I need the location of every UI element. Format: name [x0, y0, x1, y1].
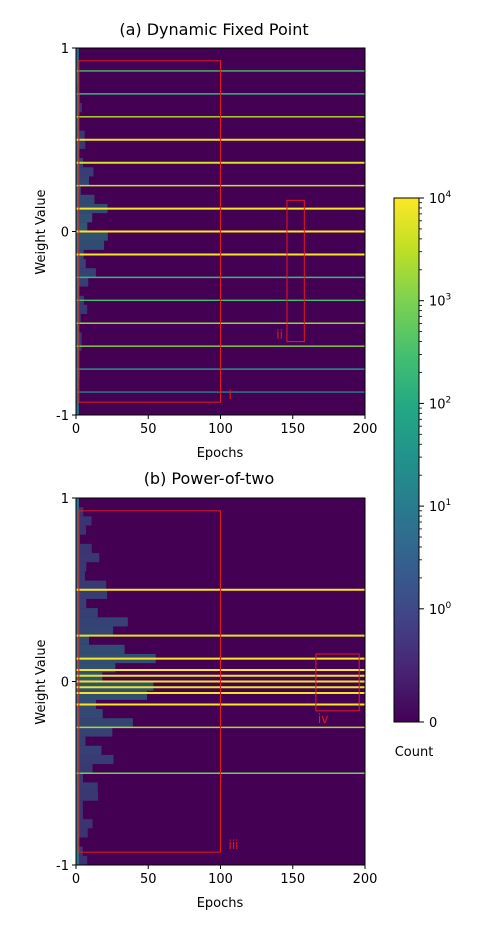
spread-cell [76, 553, 100, 563]
spread-cell [76, 130, 85, 140]
spread-cell [76, 304, 88, 315]
annotation-box [78, 60, 221, 403]
spread-cell [76, 800, 83, 810]
colorbar-tick-label: 0 [429, 716, 437, 731]
spread-cell [76, 194, 95, 204]
annotation-label: i [229, 388, 232, 402]
spread-cell [76, 525, 87, 535]
colorbar-tick-label: 102 [429, 395, 451, 412]
spread-cell [76, 222, 88, 232]
x-tick-label: 200 [353, 422, 378, 437]
spread-cell [76, 268, 96, 278]
spread-cell [76, 690, 147, 700]
annotation-boxes: iii [78, 60, 305, 403]
panel-title: (a) Dynamic Fixed Point [119, 20, 308, 39]
spread-cell [76, 782, 98, 792]
annotation-label: iii [229, 838, 239, 852]
x-tick-label: 150 [280, 422, 305, 437]
spread-cell [76, 626, 114, 636]
spread-cell [76, 773, 84, 783]
colorbar-ticks: 104 103 102 101 100 0 [419, 190, 452, 731]
y-tick-label: -1 [56, 409, 69, 424]
y-tick-label: -1 [56, 859, 69, 874]
annotation-label: iv [318, 712, 328, 726]
y-tick-label: 0 [61, 226, 69, 241]
spread-cell [76, 139, 86, 149]
colorbar-bar [393, 197, 420, 723]
spread-cell [76, 718, 133, 728]
colorbar: 104 103 102 101 100 0 Count [393, 190, 452, 760]
spread-cell [76, 167, 94, 177]
spread-cell [76, 681, 154, 691]
y-axis-label: Weight Value [34, 189, 49, 274]
panel-dynamic-fixed-point: (a) Dynamic Fixed Point iii 0 50 100 150 200… [34, 20, 377, 461]
x-tick-label: 200 [353, 872, 378, 887]
x-axis-label: Epochs [197, 896, 244, 911]
x-tick-label: 100 [208, 422, 233, 437]
spread-cell [76, 608, 98, 618]
y-axis-label: Weight Value [34, 639, 49, 724]
x-axis-label: Epochs [197, 446, 244, 461]
spread-cell [76, 507, 84, 517]
spread-cell [76, 828, 88, 838]
x-tick-label: 50 [140, 872, 157, 887]
spread-cell [76, 562, 87, 572]
spread-cell [76, 709, 103, 719]
spread-cell [76, 213, 93, 223]
x-tick-label: 100 [208, 872, 233, 887]
axis-ticks: 0 50 100 150 200-101 [56, 492, 377, 887]
colorbar-tick-label: 101 [429, 498, 451, 515]
spread-cell [76, 231, 108, 241]
spread-cell [76, 736, 86, 746]
colorbar-label: Count [395, 745, 434, 760]
spread-cell [76, 745, 102, 755]
spread-cell [76, 791, 99, 801]
spread-cell [76, 846, 83, 856]
spread-cell [76, 764, 93, 774]
y-tick-label: 1 [61, 492, 69, 507]
y-tick-label: 1 [61, 42, 69, 57]
annotation-box [286, 199, 305, 343]
spread-cell [76, 240, 105, 250]
spread-cell [76, 176, 90, 186]
spread-cell [76, 819, 93, 829]
colorbar-tick-label: 103 [429, 293, 451, 310]
annotation-boxes: iii iv [78, 510, 360, 853]
spread-cell [76, 672, 103, 682]
spread-cell [76, 516, 92, 526]
panel-title: (b) Power-of-two [144, 469, 275, 488]
spread-cell [76, 809, 83, 820]
x-tick-label: 0 [72, 872, 80, 887]
spread-cell [76, 598, 87, 609]
spread-cell [76, 855, 88, 865]
spread-cell [76, 644, 125, 654]
annotation-box [315, 653, 360, 712]
spread-cell [76, 617, 128, 627]
annotation-box [78, 510, 221, 853]
x-tick-label: 0 [72, 422, 80, 437]
spread-cell [76, 571, 85, 581]
x-tick-label: 50 [140, 422, 157, 437]
spread-cell [76, 277, 89, 287]
spread-cell [76, 635, 90, 645]
spread-cell [76, 580, 107, 590]
spread-cell [76, 589, 108, 599]
spread-cell [76, 259, 86, 269]
spread-cell [76, 663, 116, 673]
axis-ticks: 0 50 100 150 200-101 [56, 42, 377, 437]
y-tick-label: 0 [61, 676, 69, 691]
spread-cell [76, 543, 92, 554]
spread-cell [76, 754, 114, 765]
x-tick-label: 150 [280, 872, 305, 887]
spread-cell [76, 727, 113, 737]
colorbar-tick-label: 100 [429, 601, 452, 618]
colorbar-tick-label: 104 [429, 190, 452, 207]
annotation-label: ii [276, 328, 283, 342]
